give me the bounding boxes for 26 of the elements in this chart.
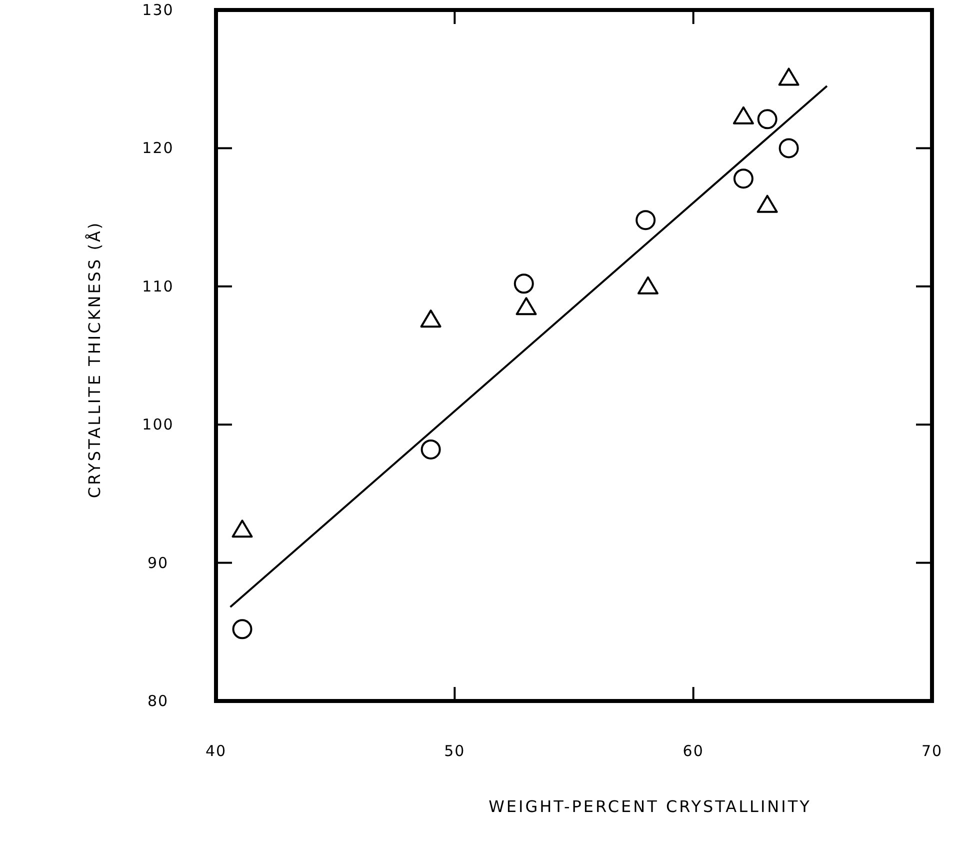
point	[420, 310, 442, 328]
x-tick-label: 70	[921, 742, 943, 760]
y-axis-title: CRYSTALLITE THICKNESS (Å)	[85, 220, 104, 498]
x-tick-label: 60	[682, 742, 704, 760]
point	[637, 276, 658, 294]
y-tick-label: 120	[142, 139, 174, 158]
x-tick-label: 50	[444, 742, 466, 760]
point	[420, 439, 441, 460]
point	[757, 109, 778, 130]
y-tick-label: 90	[147, 554, 169, 572]
point	[778, 138, 799, 158]
point	[232, 520, 253, 538]
point	[732, 106, 754, 124]
point	[636, 210, 656, 230]
point	[514, 274, 534, 294]
x-tick-label: 40	[205, 742, 227, 760]
point	[778, 68, 800, 86]
x-axis-title: WEIGHT-PERCENT CRYSTALLINITY	[488, 797, 812, 816]
y-tick-label: 130	[142, 1, 174, 19]
y-tick-label: 80	[147, 692, 169, 710]
y-tick-label: 100	[142, 416, 174, 434]
point	[232, 619, 252, 640]
y-tick-label: 110	[142, 277, 174, 296]
point	[756, 194, 778, 213]
point	[516, 297, 537, 316]
point	[733, 168, 754, 189]
